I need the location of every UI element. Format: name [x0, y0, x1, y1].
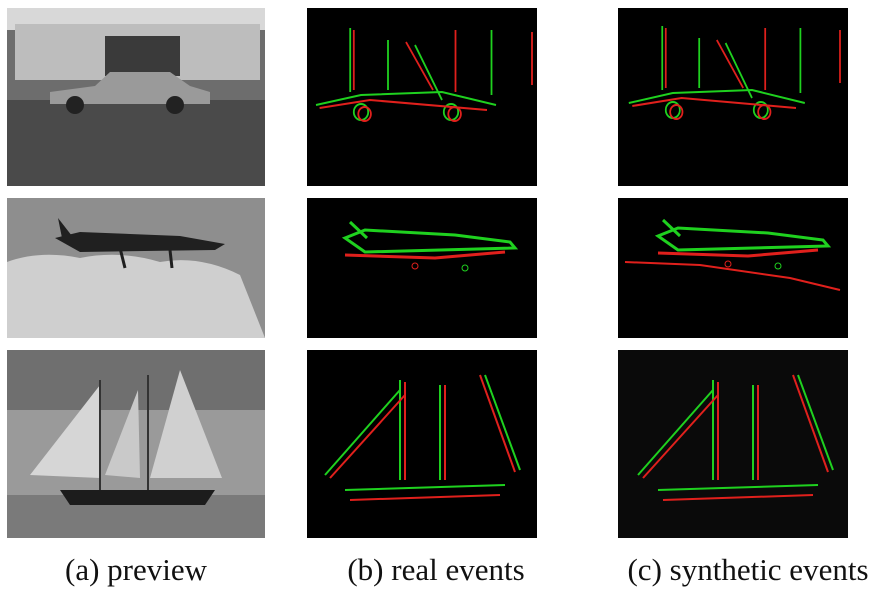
page: {"columns": [{"caption": "(a) preview"},… [0, 0, 888, 590]
synthetic-events-boat [618, 350, 848, 538]
preview-boat [7, 350, 265, 538]
preview-car [7, 8, 265, 186]
real-events-car [307, 8, 537, 186]
caption: (a) preview [65, 552, 208, 587]
real-events-boat [307, 350, 537, 538]
caption: (c) synthetic events [627, 552, 868, 587]
caption: (b) real events [347, 552, 524, 587]
real-events-plane [307, 198, 537, 338]
preview-plane [7, 198, 265, 338]
synthetic-events-plane [618, 198, 848, 338]
figure: (a) preview (b) real events (c) syntheti… [0, 0, 888, 590]
